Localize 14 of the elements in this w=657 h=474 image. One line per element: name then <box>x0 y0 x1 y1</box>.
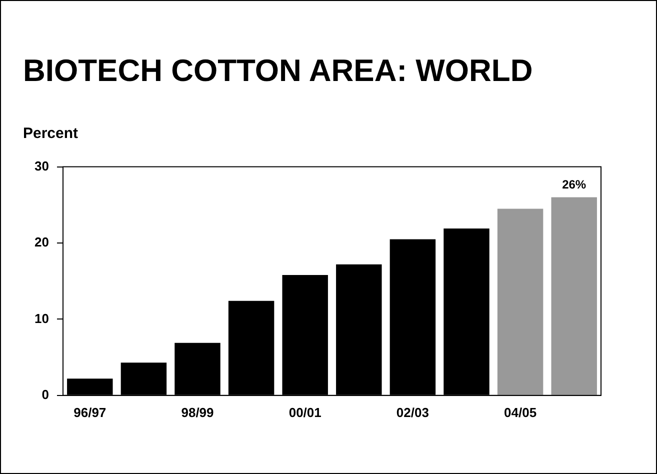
x-tick-label: 98/99 <box>181 404 214 420</box>
x-tick-label: 04/05 <box>504 404 537 420</box>
x-tick-label: 00/01 <box>288 404 322 420</box>
y-tick-label: 0 <box>42 386 49 402</box>
bar <box>497 208 544 395</box>
y-tick-label: 30 <box>34 158 49 174</box>
y-tick-label: 10 <box>34 310 49 326</box>
chart-title: BIOTECH COTTON AREA: WORLD <box>23 53 533 89</box>
y-axis-title: Percent <box>23 125 78 142</box>
y-tick-label: 20 <box>34 234 49 250</box>
x-tick-label: 02/03 <box>396 404 429 420</box>
bar <box>551 197 597 395</box>
x-tick-label: 96/97 <box>74 404 106 420</box>
data-label: 26% <box>562 178 586 192</box>
